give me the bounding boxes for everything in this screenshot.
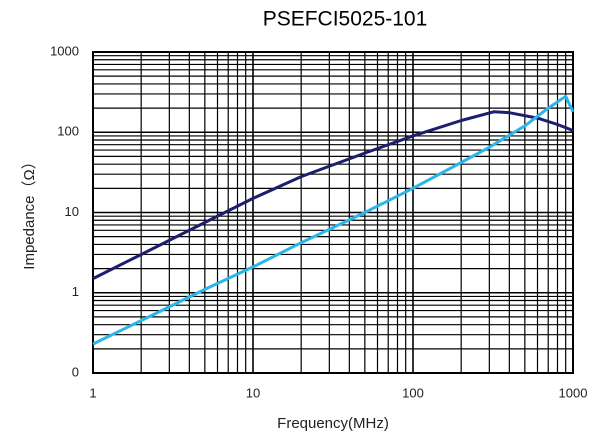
- x-tick-label: 1: [89, 385, 96, 400]
- y-tick-label: 10: [65, 204, 79, 219]
- y-tick-label: 1: [72, 284, 79, 299]
- x-tick-label: 100: [402, 385, 424, 400]
- x-axis-label: Frequency(MHz): [277, 415, 389, 432]
- y-tick-label: 100: [57, 124, 79, 139]
- x-tick-label: 1000: [559, 385, 588, 400]
- plot-frame: [92, 51, 574, 374]
- chart-title: PSEFCI5025-101: [263, 8, 428, 31]
- y-tick-label: 0: [72, 364, 79, 379]
- y-axis-label: Impedance（Ω）: [21, 154, 38, 269]
- series-line: [92, 110, 574, 280]
- series-line: [92, 94, 575, 346]
- x-tick-label: 10: [246, 385, 260, 400]
- y-tick-label: 1000: [50, 43, 79, 58]
